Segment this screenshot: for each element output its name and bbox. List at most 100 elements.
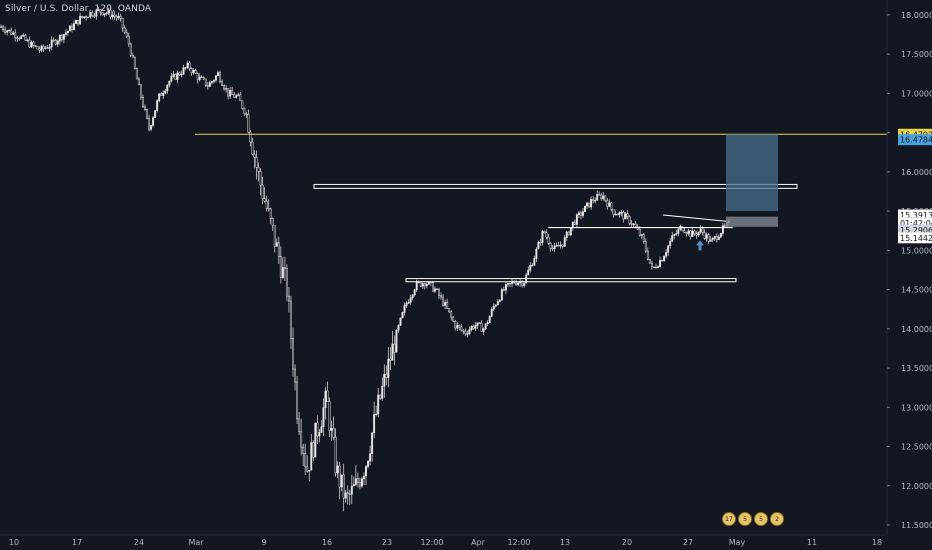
candle-body [81,15,84,18]
candle-body [308,470,311,472]
candle-body [283,267,286,269]
reaction-icon[interactable]: 5 [754,512,768,526]
candle-body [223,85,226,90]
x-tick-label: Mar [188,538,204,547]
candle-body [115,16,118,19]
candle-body [137,78,140,86]
candle-body [235,95,238,98]
candle-body [12,32,15,35]
reaction-icon[interactable]: 5 [738,512,752,526]
candle-body [423,283,426,287]
candle-body [22,34,25,37]
candle-body [456,324,459,329]
candle-body [141,97,144,108]
candle-body [529,265,532,271]
candle-body [555,245,558,247]
reaction-icon[interactable]: 2 [770,512,784,526]
candle-body [103,13,106,16]
candle-body [539,241,542,244]
candle-body [569,227,572,236]
candle-body [208,82,211,87]
candle-body [669,240,672,247]
price-tag [898,209,932,221]
candle-body [650,262,653,268]
candle-body [492,305,495,310]
candle-body [472,326,475,329]
candle-body [178,72,181,76]
candle-body [421,283,424,287]
candle-body [322,407,325,427]
candle-body [56,40,59,45]
candle-body [719,232,722,238]
candle-body [551,248,554,250]
candle-body [263,198,266,202]
candle-body [547,236,550,244]
candle-body [14,32,17,39]
candle-body [176,72,179,80]
candle-body [367,460,370,467]
candle-body [644,241,647,252]
candle-body [259,171,262,186]
candle-body [133,56,136,69]
candle-body [474,325,477,329]
candle-body [715,236,718,240]
y-tick-label: 14.50000 [901,286,932,295]
candle-body [4,29,7,33]
candle-body [249,131,252,143]
reaction-icon[interactable]: 17 [722,512,736,526]
candle-body [119,15,122,19]
candle-body [498,299,501,302]
candle-body [285,268,288,297]
candle-body [247,113,250,133]
candle-body [66,30,69,33]
candle-body [602,195,605,200]
candle-body [575,214,578,225]
candle-body [448,307,451,312]
candle-body [703,232,706,239]
candle-body [358,482,361,487]
candle-body [6,30,9,33]
candle-body [616,213,619,216]
candle-body [281,267,284,278]
y-tick-label: 14.00000 [901,325,932,334]
candle-body [26,39,29,42]
candle-body [101,12,104,16]
candle-body [425,283,428,287]
candle-body [188,62,191,69]
candle-body [334,436,337,474]
candle-body [152,117,155,126]
candle-body [87,16,90,19]
candle-body [403,305,406,313]
candle-body [683,230,686,233]
price-tag [898,224,932,236]
candle-body [671,235,674,242]
candle-body [300,431,303,448]
candle-body [476,322,479,326]
candle-body [296,381,299,420]
candle-body [135,68,138,80]
candle-body [294,368,297,383]
x-tick-label: May [729,538,746,547]
price-tag-label: 15.39135 [900,211,932,220]
candle-body [620,211,623,214]
candle-body [695,233,698,236]
candle-body [64,32,67,35]
candle-body [123,27,126,33]
candle-body [667,245,670,253]
price-tag-label: 15.14420 [900,234,932,243]
candle-body [655,266,657,269]
candle-body [571,221,574,228]
candle-body [131,54,134,58]
candle-body [379,394,382,399]
reaction-bar[interactable]: 17 5 5 2 [722,512,784,526]
candle-body [553,245,556,250]
candle-body [689,230,692,237]
candle-body [75,20,78,24]
candle-body [661,260,664,262]
candle-body [52,39,55,42]
candle-body [442,296,445,306]
candle-body [681,226,684,231]
candle-body [105,12,108,15]
